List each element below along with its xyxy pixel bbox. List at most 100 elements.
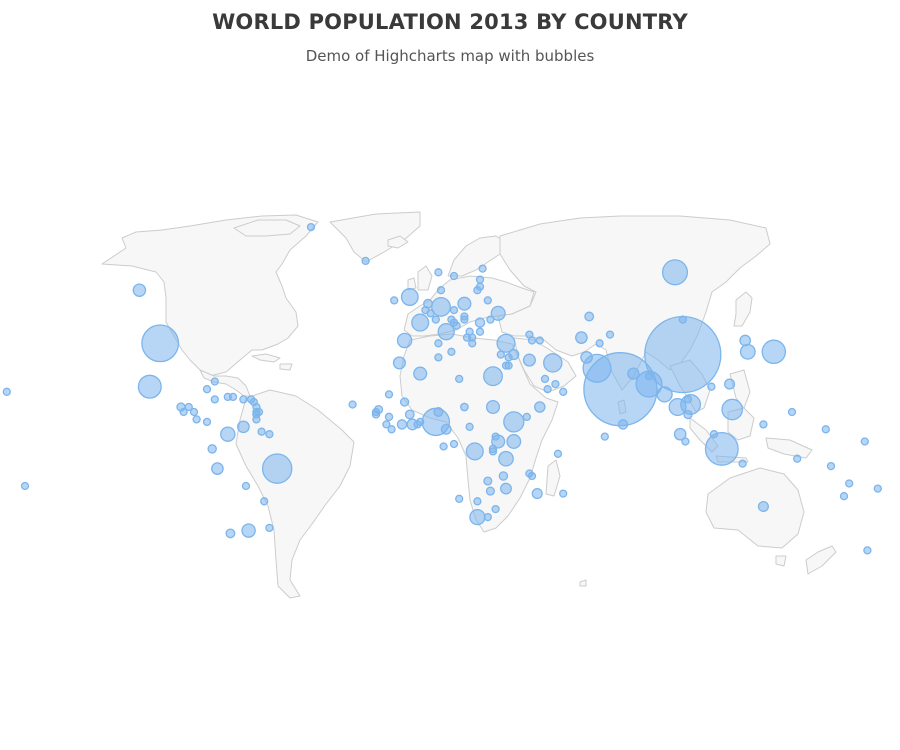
population-bubble[interactable] — [540, 374, 550, 384]
population-bubble[interactable] — [475, 282, 485, 291]
population-bubble[interactable] — [252, 402, 261, 412]
population-bubble[interactable] — [535, 336, 544, 345]
population-bubble[interactable] — [434, 268, 443, 277]
population-bubble[interactable] — [220, 426, 236, 442]
population-bubble[interactable] — [739, 334, 752, 347]
population-bubble[interactable] — [455, 494, 464, 503]
population-bubble[interactable] — [483, 366, 503, 387]
population-bubble[interactable] — [503, 411, 525, 433]
population-bubble[interactable] — [237, 420, 250, 434]
population-bubble[interactable] — [678, 315, 687, 324]
population-bubble[interactable] — [739, 343, 756, 360]
population-bubble[interactable] — [465, 422, 474, 431]
population-bubble[interactable] — [704, 431, 739, 466]
population-bubble[interactable] — [531, 488, 543, 500]
population-bubble[interactable] — [210, 377, 219, 386]
population-bubble[interactable] — [551, 379, 560, 389]
population-bubble[interactable] — [738, 459, 747, 468]
population-bubble[interactable] — [635, 370, 663, 398]
population-bubble[interactable] — [488, 447, 498, 456]
population-bubble[interactable] — [202, 417, 212, 427]
population-bubble[interactable] — [498, 471, 509, 481]
population-bubble[interactable] — [413, 366, 428, 381]
population-bubble[interactable] — [845, 479, 854, 488]
population-bubble[interactable] — [469, 508, 486, 526]
population-bubble[interactable] — [436, 286, 446, 295]
population-bubble[interactable] — [433, 407, 444, 417]
population-bubble[interactable] — [504, 353, 513, 362]
population-bubble[interactable] — [413, 420, 422, 429]
population-bubble[interactable] — [225, 528, 236, 539]
population-bubble[interactable] — [605, 330, 615, 339]
population-bubble[interactable] — [192, 415, 201, 424]
population-bubble[interactable] — [580, 351, 593, 364]
population-bubble[interactable] — [404, 409, 415, 420]
population-bubble[interactable] — [721, 398, 744, 421]
population-bubble[interactable] — [595, 339, 604, 348]
population-bubble[interactable] — [449, 271, 459, 281]
population-bubble[interactable] — [348, 400, 357, 409]
population-bubble[interactable] — [724, 378, 736, 390]
population-bubble[interactable] — [306, 222, 316, 232]
population-bubble[interactable] — [202, 385, 212, 394]
population-bubble[interactable] — [681, 437, 690, 446]
population-bubble[interactable] — [485, 486, 495, 496]
population-bubble[interactable] — [787, 407, 797, 417]
population-bubble[interactable] — [257, 427, 266, 436]
population-bubble[interactable] — [600, 432, 609, 441]
population-bubble[interactable] — [839, 492, 849, 501]
population-bubble[interactable] — [260, 497, 269, 506]
population-bubble[interactable] — [483, 476, 493, 486]
population-bubble[interactable] — [141, 324, 180, 363]
population-bubble[interactable] — [20, 481, 30, 491]
population-bubble[interactable] — [683, 395, 693, 404]
population-bubble[interactable] — [522, 412, 531, 422]
population-bubble[interactable] — [491, 432, 500, 441]
population-bubble[interactable] — [387, 425, 396, 434]
population-bubble[interactable] — [707, 382, 716, 391]
population-bubble[interactable] — [396, 332, 413, 349]
population-bubble[interactable] — [483, 512, 492, 522]
population-bubble[interactable] — [543, 385, 552, 394]
population-bubble[interactable] — [759, 420, 768, 429]
population-bubble[interactable] — [426, 309, 435, 318]
population-bubble[interactable] — [661, 259, 689, 286]
population-bubble[interactable] — [382, 420, 391, 429]
population-bubble[interactable] — [821, 425, 830, 434]
population-bubble[interactable] — [460, 312, 469, 321]
population-bubble[interactable] — [239, 395, 248, 404]
population-bubble[interactable] — [468, 333, 477, 342]
population-bubble[interactable] — [384, 412, 394, 422]
population-bubble[interactable] — [575, 331, 588, 344]
population-bubble[interactable] — [437, 323, 455, 341]
population-bubble[interactable] — [449, 439, 459, 449]
population-bubble[interactable] — [496, 333, 516, 353]
population-bubble[interactable] — [184, 402, 193, 412]
population-bubble[interactable] — [627, 367, 640, 380]
population-bubble[interactable] — [447, 347, 456, 356]
population-bubble[interactable] — [486, 315, 495, 324]
population-bubble[interactable] — [361, 256, 370, 266]
population-bubble[interactable] — [553, 449, 563, 458]
population-bubble[interactable] — [207, 444, 217, 454]
population-bubble[interactable] — [132, 283, 147, 297]
population-bubble[interactable] — [873, 484, 882, 493]
population-bubble[interactable] — [668, 397, 687, 417]
population-bubble[interactable] — [491, 504, 500, 514]
population-bubble[interactable] — [673, 427, 687, 441]
population-bubble[interactable] — [392, 356, 406, 370]
population-bubble[interactable] — [617, 419, 629, 430]
population-bubble[interactable] — [210, 395, 219, 404]
population-bubble[interactable] — [460, 402, 469, 412]
population-bubble[interactable] — [241, 523, 256, 538]
population-bubble[interactable] — [709, 430, 719, 439]
population-bubble[interactable] — [644, 372, 654, 381]
population-bubble[interactable] — [584, 311, 595, 322]
population-bubble[interactable] — [449, 305, 459, 315]
population-bubble[interactable] — [261, 453, 293, 484]
population-bubble[interactable] — [411, 313, 430, 332]
population-bubble[interactable] — [559, 387, 568, 396]
population-bubble[interactable] — [400, 288, 419, 306]
population-bubble[interactable] — [504, 361, 513, 370]
population-bubble[interactable] — [390, 296, 399, 305]
